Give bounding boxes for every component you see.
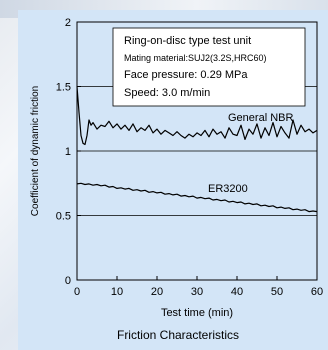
x-tick-label-3: 30 (191, 286, 203, 298)
x-tick-label-5: 50 (271, 286, 283, 298)
y-axis-ticks: 0 0.5 1 1.5 2 (56, 17, 81, 287)
y-tick-label-3: 1.5 (56, 82, 71, 94)
x-axis-ticks: 0 10 20 30 40 50 60 (74, 276, 323, 298)
chart-caption: Friction Characteristics (117, 328, 239, 342)
info-line-3: Face pressure: 0.29 MPa (124, 69, 248, 81)
info-box (112, 27, 306, 107)
y-tick-label-4: 2 (65, 17, 71, 29)
info-line-4: Speed: 3.0 m/min (124, 87, 210, 99)
x-tick-label-4: 40 (231, 286, 243, 298)
series-layer (76, 86, 318, 213)
x-axis-label: Test time (min) (161, 307, 233, 319)
series-line-er3200 (76, 182, 318, 213)
series-label-er3200: ER3200 (208, 183, 248, 195)
series-label-general-nbr: General NBR (228, 112, 293, 124)
info-line-2: Mating material:SUJ2(3.2S,HRC60) (124, 53, 267, 63)
y-tick-label-1: 0.5 (56, 211, 71, 223)
x-tick-label-0: 0 (74, 286, 80, 298)
x-tick-label-2: 20 (151, 286, 163, 298)
x-tick-label-1: 10 (111, 286, 123, 298)
series-line-general-nbr (76, 86, 318, 146)
x-tick-label-6: 60 (311, 286, 323, 298)
y-axis-label: Coefficient of dynamic friction (30, 86, 41, 216)
y-tick-label-2: 1 (65, 146, 71, 158)
info-line-1: Ring-on-disc type test unit (124, 35, 251, 47)
y-tick-label-0: 0 (65, 275, 71, 287)
